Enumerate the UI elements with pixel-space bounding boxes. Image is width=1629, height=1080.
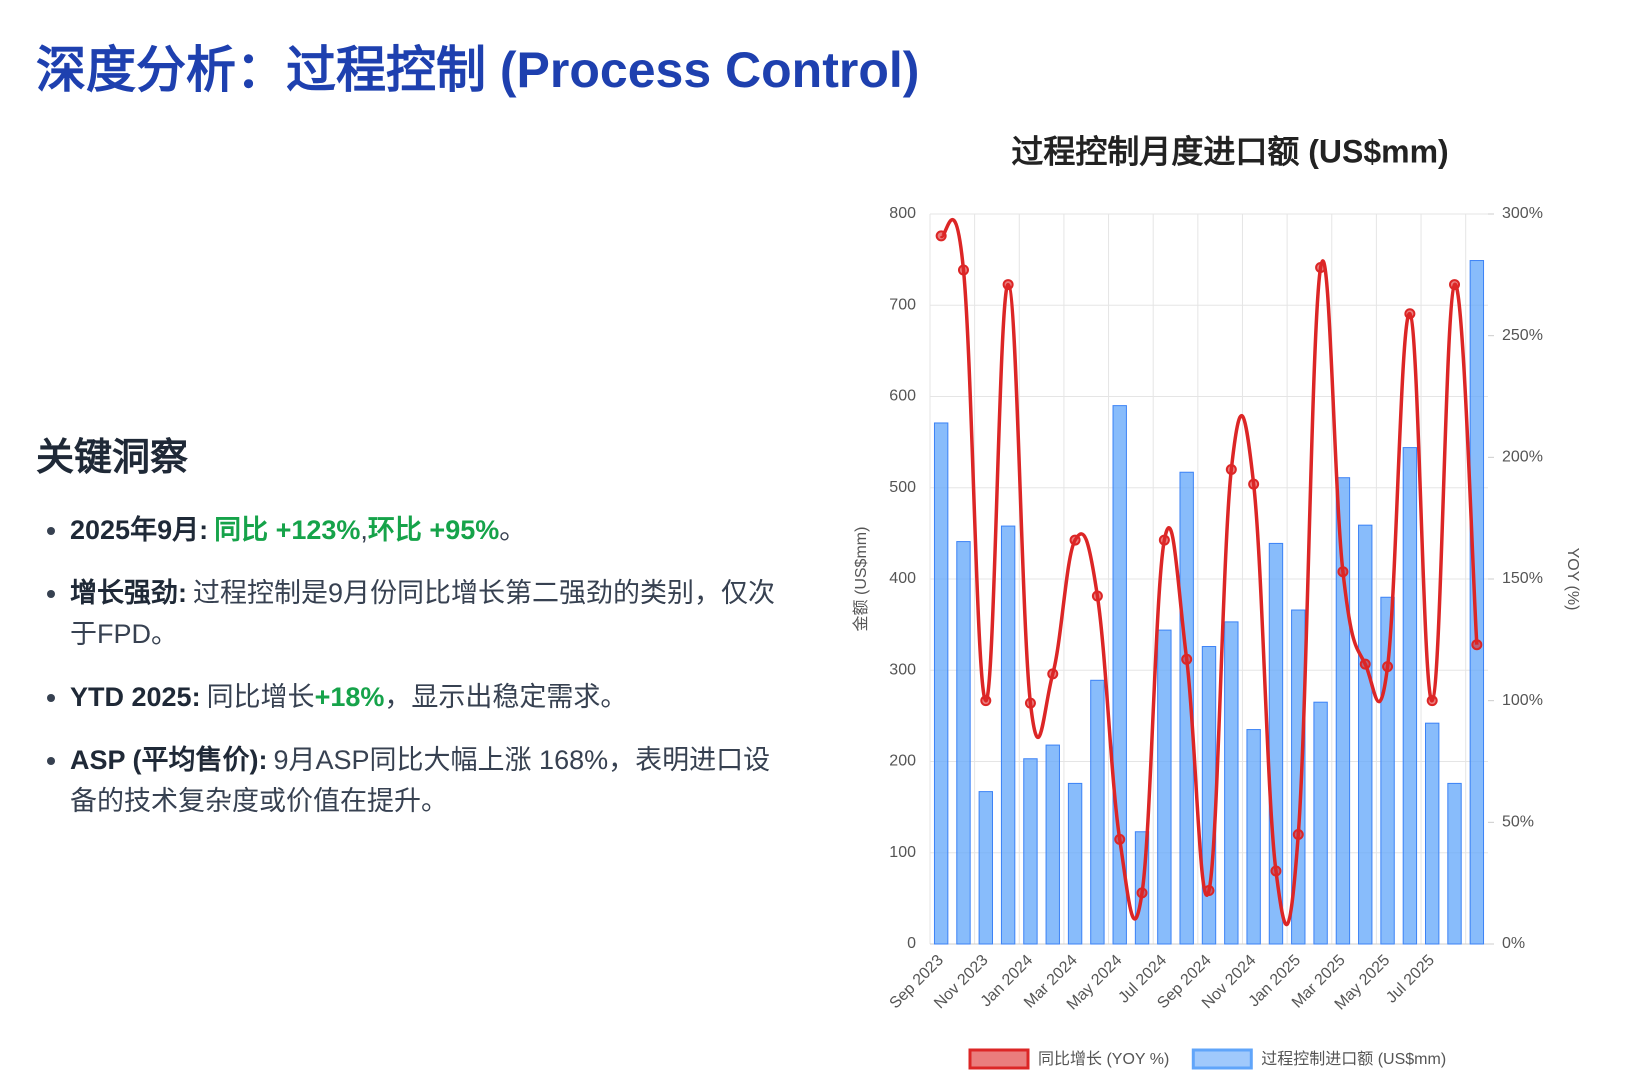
point [1225, 464, 1237, 475]
y-tick-label: 200 [889, 753, 916, 770]
point [1404, 308, 1416, 320]
y-tick-label: 400 [889, 570, 916, 587]
bullet-text: 环比 +95% [367, 515, 500, 545]
point [980, 695, 992, 707]
bullet-text: 过程控制是9月份同比增长第二强劲的类别，仅次于FPD。 [70, 578, 776, 649]
point [1248, 478, 1260, 490]
point [1024, 697, 1036, 709]
bar [1090, 679, 1105, 945]
bar [1201, 646, 1217, 945]
legend-label: 过程控制进口额 (US$mm) [1261, 1050, 1446, 1068]
y-tick-label: 800 [889, 205, 916, 222]
bar [1469, 260, 1485, 945]
y-tick-label: 600 [889, 388, 916, 405]
x-tick-label: Jul 2025 [1383, 952, 1438, 1007]
bullet-text: YTD 2025: [70, 682, 201, 712]
y-tick-label: 100 [889, 844, 916, 861]
bullet-text: 9月ASP同比大幅上涨 168%，表明进口设备的技术复杂度或价值在提升。 [70, 745, 771, 816]
y2-tick-label: 300% [1502, 205, 1543, 222]
bar [1402, 447, 1418, 945]
y2-tick-label: 150% [1502, 570, 1543, 587]
point [957, 264, 969, 276]
section-title: 关键洞察 [36, 437, 189, 479]
bar [1246, 729, 1261, 945]
point [1426, 695, 1438, 707]
point [935, 230, 947, 242]
point [1047, 668, 1059, 680]
y2-tick-label: 50% [1502, 814, 1534, 831]
y-tick-label: 500 [889, 479, 916, 496]
point [1337, 566, 1349, 578]
line [939, 218, 1479, 927]
point [1181, 653, 1193, 665]
bar [1023, 758, 1038, 945]
point [1382, 661, 1394, 673]
point [1114, 833, 1126, 845]
point [1471, 639, 1483, 651]
bar [1224, 621, 1239, 945]
y2-tick-label: 250% [1502, 327, 1543, 344]
legend-swatch [968, 1048, 1030, 1070]
bullet-text: 。 [499, 515, 527, 545]
bullet-text: 同比增长 [206, 682, 315, 712]
bullet-text: 2025年9月: [70, 515, 209, 545]
bullet: YTD 2025:同比增长+18%，显示出稳定需求。 [70, 677, 780, 718]
bar [1335, 477, 1351, 945]
point [1203, 884, 1215, 896]
y2-tick-label: 0% [1502, 935, 1525, 952]
bullet: 增长强劲:过程控制是9月份同比增长第二强劲的类别，仅次于FPD。 [70, 573, 780, 655]
point [1069, 534, 1081, 546]
point [1359, 658, 1371, 670]
bullet-text: +18% [314, 682, 385, 712]
legend-label: 同比增长 (YOY %) [1038, 1050, 1169, 1068]
bullet-text: 增长强劲: [70, 578, 187, 608]
point [1315, 262, 1327, 274]
y-tick-label: 0 [907, 935, 916, 952]
bar [1425, 722, 1440, 945]
bullet-text: ，显示出稳定需求。 [384, 682, 628, 712]
y2-tick-label: 100% [1502, 692, 1543, 709]
bar [978, 791, 993, 945]
page-title: 深度分析：过程控制 (Process Control) [36, 42, 920, 98]
bar [1067, 782, 1083, 945]
y2-axis-title: YOY (%) [1564, 548, 1581, 611]
point [1091, 590, 1103, 602]
point [1270, 865, 1282, 877]
bar [1179, 471, 1194, 945]
bar [933, 422, 949, 945]
bullet-text: 同比 +123% [214, 515, 361, 545]
bullet-text: ASP (平均售价): [70, 745, 268, 775]
bullet-text: , [360, 515, 368, 545]
legend-swatch [1191, 1048, 1253, 1070]
bar [1000, 525, 1016, 945]
point [1449, 279, 1461, 291]
y-tick-label: 700 [889, 296, 916, 313]
bar [956, 541, 971, 945]
bar [1157, 629, 1172, 945]
y-tick-label: 300 [889, 661, 916, 678]
y2-tick-label: 200% [1502, 449, 1543, 466]
point [1292, 829, 1304, 840]
bar [1313, 701, 1328, 945]
chart-title: 过程控制月度进口额 (US$mm) [1011, 133, 1448, 169]
point [1136, 887, 1148, 899]
bar [1447, 782, 1462, 945]
point [1158, 534, 1170, 546]
bullet: ASP (平均售价):9月ASP同比大幅上涨 168%，表明进口设备的技术复杂度… [70, 740, 780, 822]
bar [1045, 744, 1060, 945]
bullet: 2025年9月:同比 +123%,环比 +95%。 [70, 510, 780, 551]
bar [1358, 524, 1373, 945]
y-axis-title: 金额 (US$mm) [852, 527, 870, 632]
bullet-list: 2025年9月:同比 +123%,环比 +95%。增长强劲:过程控制是9月份同比… [36, 510, 780, 844]
point [1002, 279, 1014, 291]
